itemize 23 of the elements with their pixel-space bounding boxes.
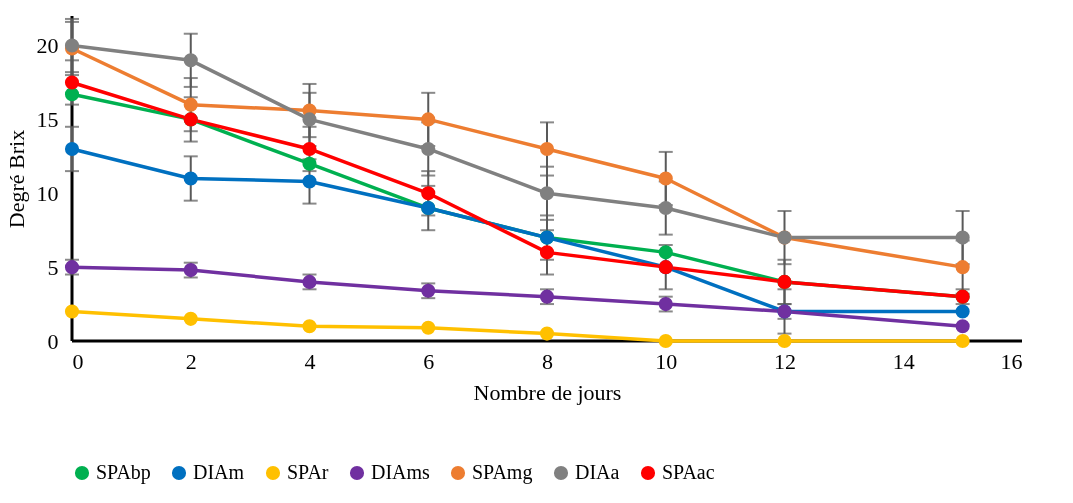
legend-label: SPAr	[287, 461, 329, 483]
y-tick-label: 5	[47, 254, 59, 280]
x-tick-label: 2	[185, 348, 197, 374]
legend-label: SPAbp	[96, 461, 151, 484]
x-tick-label: 12	[774, 348, 796, 374]
legend-label: DIAm	[193, 461, 245, 483]
x-tick-label: 0	[72, 348, 84, 374]
y-tick-label: 20	[36, 33, 59, 59]
y-tick-label: 10	[36, 180, 59, 206]
x-tick-label: 4	[304, 348, 316, 374]
x-tick-label: 6	[423, 348, 435, 374]
x-tick-label: 14	[892, 348, 915, 374]
y-tick-label: 15	[36, 106, 59, 132]
legend-label: SPAac	[662, 461, 715, 483]
y-tick-label: 0	[47, 328, 59, 354]
x-tick-label: 10	[655, 348, 678, 374]
y-axis-title: Degré Brix	[3, 129, 29, 229]
x-axis-title: Nombre de jours	[473, 379, 622, 405]
x-tick-label: 16	[1000, 348, 1023, 374]
x-tick-label: 8	[542, 348, 553, 374]
legend-label: SPAmg	[472, 461, 533, 484]
legend-label: DIAms	[371, 461, 431, 483]
legend-label: DIAa	[575, 461, 620, 483]
